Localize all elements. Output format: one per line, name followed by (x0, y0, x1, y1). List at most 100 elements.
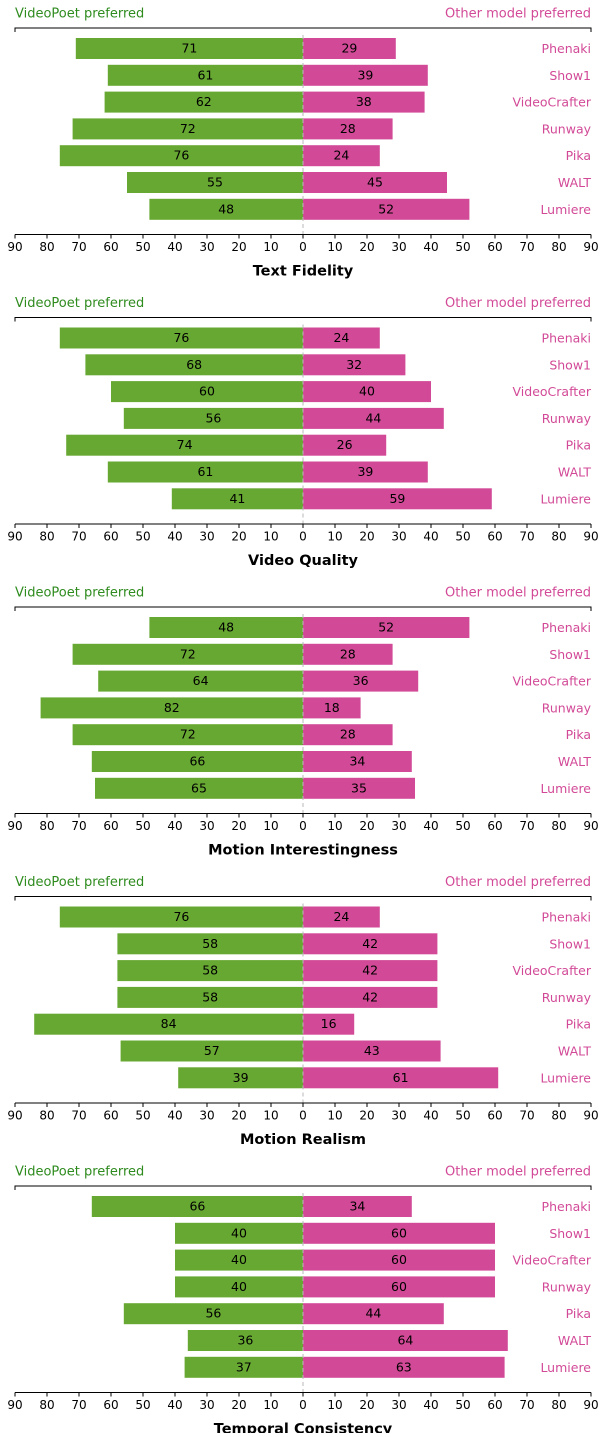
x-tick-label: 80 (39, 530, 54, 544)
other-value-label: 36 (353, 673, 369, 688)
videopoet-value-label: 61 (197, 67, 213, 82)
x-tick-label: 90 (583, 819, 598, 833)
x-tick-label: 10 (263, 1398, 278, 1412)
category-label: Lumiere (540, 202, 591, 217)
x-tick-label: 70 (519, 819, 534, 833)
x-tick-label: 90 (7, 530, 22, 544)
videopoet-bar (127, 172, 303, 193)
x-tick-label: 30 (199, 530, 214, 544)
category-label: Runway (542, 411, 592, 426)
videopoet-value-label: 48 (218, 201, 234, 216)
videopoet-value-label: 82 (164, 700, 180, 715)
other-value-label: 61 (393, 1070, 409, 1085)
videopoet-preferred-label: VideoPoet preferred (15, 7, 144, 22)
x-tick-label: 90 (583, 1109, 598, 1123)
videopoet-bar (120, 1040, 303, 1062)
x-tick-label: 90 (583, 240, 598, 254)
category-label: Pika (566, 1017, 591, 1032)
category-label: Lumiere (540, 491, 591, 506)
chart-title: Video Quality (248, 553, 358, 569)
x-tick-label: 20 (359, 240, 374, 254)
other-model-bar (303, 1222, 495, 1244)
other-value-label: 16 (321, 1016, 337, 1031)
x-tick-label: 70 (519, 240, 534, 254)
x-tick-label: 40 (423, 819, 438, 833)
x-tick-label: 80 (39, 819, 54, 833)
videopoet-bar (117, 960, 304, 982)
other-value-label: 38 (356, 94, 372, 109)
other-value-label: 35 (351, 780, 367, 795)
x-tick-label: 80 (551, 819, 566, 833)
other-model-preferred-label: Other model preferred (445, 1165, 591, 1180)
videopoet-bar (104, 91, 303, 113)
x-tick-label: 90 (7, 1398, 22, 1412)
other-value-label: 44 (365, 1306, 381, 1321)
videopoet-bar (34, 1013, 303, 1035)
videopoet-bar (59, 327, 303, 349)
other-model-bar (303, 172, 447, 193)
category-label: VideoCrafter (513, 674, 592, 689)
videopoet-preferred-label: VideoPoet preferred (15, 1165, 144, 1180)
other-value-label: 43 (364, 1043, 380, 1058)
videopoet-value-label: 40 (231, 1279, 247, 1294)
videopoet-value-label: 40 (231, 1252, 247, 1267)
category-label: Pika (566, 727, 591, 742)
x-tick-label: 20 (231, 819, 246, 833)
x-tick-label: 60 (103, 819, 118, 833)
category-label: WALT (558, 754, 591, 769)
other-model-bar (303, 407, 444, 429)
x-tick-label: 10 (327, 1398, 342, 1412)
other-value-label: 42 (362, 936, 378, 951)
x-tick-label: 20 (359, 819, 374, 833)
x-tick-label: 60 (487, 819, 502, 833)
category-label: Phenaki (542, 910, 591, 925)
x-tick-label: 60 (103, 1398, 118, 1412)
other-model-preferred-label: Other model preferred (445, 7, 591, 22)
x-tick-label: 10 (327, 530, 342, 544)
videopoet-bar (72, 643, 303, 665)
x-tick-label: 50 (135, 1109, 150, 1123)
other-model-bar (303, 986, 438, 1008)
chart-title: Motion Realism (240, 1132, 366, 1148)
other-value-label: 24 (333, 330, 349, 345)
other-value-label: 45 (367, 175, 383, 190)
videopoet-value-label: 84 (161, 1016, 177, 1031)
x-tick-label: 40 (167, 1398, 182, 1412)
chart-panel: VideoPoet preferred Other model preferred… (7, 586, 598, 859)
chart-title: Text Fidelity (253, 264, 354, 280)
other-model-bar (303, 670, 419, 692)
other-value-label: 24 (333, 148, 349, 163)
x-tick-label: 10 (263, 240, 278, 254)
videopoet-value-label: 57 (204, 1043, 220, 1058)
x-tick-label: 50 (455, 819, 470, 833)
x-tick-label: 20 (359, 1109, 374, 1123)
x-tick-label: 50 (135, 240, 150, 254)
x-tick-label: 30 (391, 819, 406, 833)
x-tick-label: 80 (39, 1398, 54, 1412)
other-model-bar (303, 1330, 508, 1351)
videopoet-bar (98, 670, 303, 692)
videopoet-value-label: 76 (173, 909, 189, 924)
other-value-label: 52 (378, 201, 394, 216)
other-model-bar (303, 697, 361, 719)
other-model-bar (303, 643, 393, 665)
videopoet-value-label: 72 (180, 121, 196, 136)
x-tick-label: 30 (199, 1398, 214, 1412)
chart-panel: VideoPoet preferred Other model preferred… (7, 875, 598, 1148)
x-tick-label: 50 (135, 530, 150, 544)
x-tick-label: 0 (299, 819, 307, 833)
other-value-label: 28 (340, 727, 356, 742)
category-label: VideoCrafter (513, 1253, 592, 1268)
other-value-label: 60 (391, 1279, 407, 1294)
x-tick-label: 10 (263, 1109, 278, 1123)
other-value-label: 39 (357, 464, 373, 479)
videopoet-bar (75, 38, 303, 59)
x-tick-label: 40 (423, 530, 438, 544)
other-model-bar (303, 777, 415, 799)
videopoet-value-label: 72 (180, 646, 196, 661)
videopoet-bar (59, 906, 303, 928)
x-tick-label: 10 (327, 819, 342, 833)
x-tick-label: 90 (7, 819, 22, 833)
x-tick-label: 50 (455, 530, 470, 544)
videopoet-bar (178, 1067, 303, 1089)
